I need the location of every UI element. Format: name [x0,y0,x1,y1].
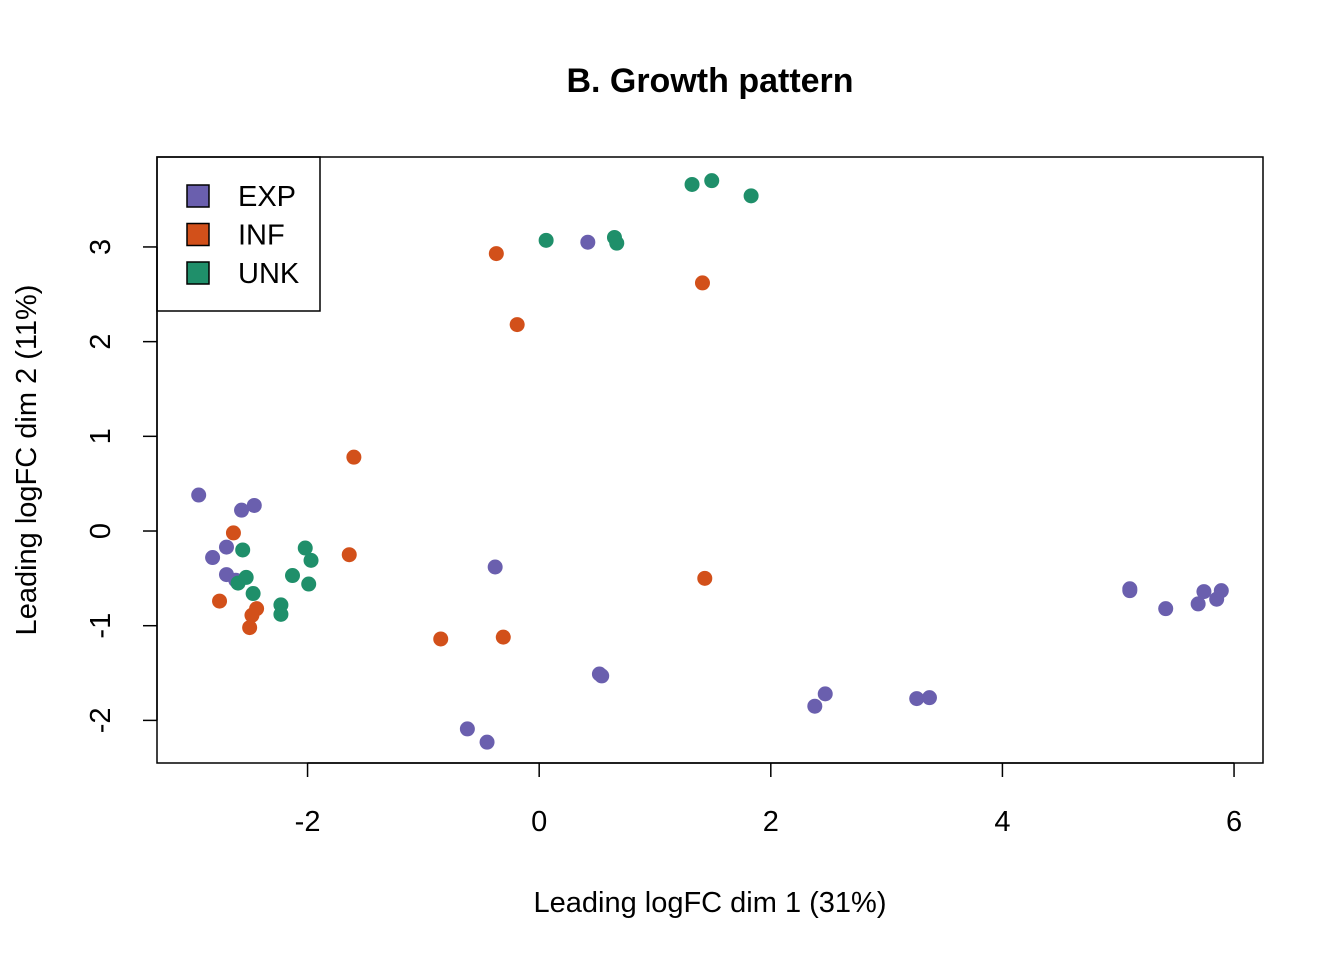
legend-frame [156,156,321,312]
y-axis-label: Leading logFC dim 2 (11%) [11,285,43,636]
data-point [694,275,710,291]
data-point [609,235,625,251]
legend: EXP INF UNK [156,156,321,312]
data-point [697,570,713,586]
data-point [487,559,503,575]
x-tick-label: 6 [1226,806,1242,838]
data-point [580,234,596,250]
series-exp [191,234,1229,750]
data-point [205,550,221,566]
data-point [509,317,525,333]
data-point [303,552,319,568]
data-point [249,601,265,617]
data-point [479,734,495,750]
data-point [297,540,313,556]
data-point [245,586,261,602]
data-point [538,232,554,248]
data-point [1122,583,1138,599]
data-point [921,690,937,706]
legend-label: UNK [238,258,300,290]
data-point [301,576,317,592]
plot-frame [156,156,1264,764]
y-tick-label: 2 [85,334,117,350]
data-point [743,188,759,204]
legend-swatch [186,184,210,208]
x-axis: -2 0 2 4 6 [295,762,1242,838]
data-point [459,721,475,737]
y-tick-label: -1 [85,613,117,639]
data-point [212,593,228,609]
y-tick-label: -2 [85,707,117,733]
data-point [284,568,300,584]
y-tick-label: 3 [85,239,117,255]
data-point [433,631,449,647]
data-point [242,620,258,636]
data-point [807,698,823,714]
legend-swatch [186,261,210,285]
data-point [594,668,610,684]
series-unk [230,173,759,622]
data-point [234,502,250,518]
y-tick-label: 1 [85,428,117,444]
data-point [1213,583,1229,599]
data-point [235,542,251,558]
data-point [704,173,720,189]
data-point [225,525,241,541]
data-point [346,449,362,465]
data-point [684,176,700,192]
legend-label: INF [238,220,285,252]
data-point [191,487,207,503]
data-point [273,606,289,622]
legend-swatch [186,222,210,247]
legend-label: EXP [238,181,296,213]
data-point [246,497,262,513]
data-point [488,246,504,262]
data-point [909,691,925,707]
data-point [218,539,234,555]
chart-title: B. Growth pattern [566,62,853,100]
data-point [238,569,254,585]
data-point [495,629,511,645]
y-axis: -2 -1 0 1 2 3 [85,239,158,733]
x-axis-label: Leading logFC dim 1 (31%) [533,887,886,919]
data-point [1196,584,1212,600]
data-point [341,547,357,563]
data-point [817,686,833,702]
data-points [191,173,1229,750]
data-point [1190,596,1206,612]
x-tick-label: 2 [763,806,779,838]
x-tick-label: 4 [994,806,1010,838]
y-tick-label: 0 [85,523,117,539]
x-tick-label: 0 [531,806,547,838]
series-inf [212,246,713,647]
x-tick-label: -2 [295,806,321,838]
data-point [1158,601,1174,617]
